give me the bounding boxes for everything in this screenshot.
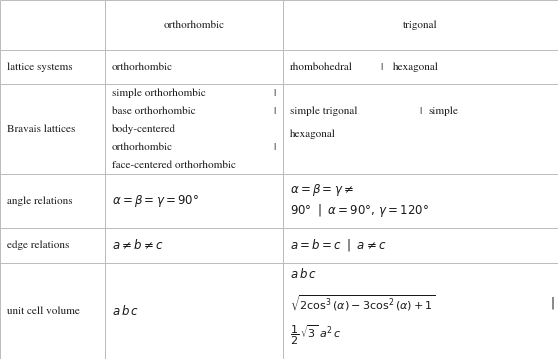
- Text: $a\,b\,c$: $a\,b\,c$: [112, 304, 138, 318]
- Text: lattice systems: lattice systems: [7, 62, 73, 72]
- Text: $\dfrac{1}{2}\,\sqrt{3}\;a^2\,c$: $\dfrac{1}{2}\,\sqrt{3}\;a^2\,c$: [290, 323, 341, 347]
- Text: $|$: $|$: [550, 295, 555, 311]
- Text: orthorhombic: orthorhombic: [112, 143, 172, 152]
- Text: |: |: [380, 62, 382, 72]
- Text: |: |: [273, 107, 276, 116]
- Text: Bravais lattices: Bravais lattices: [7, 125, 75, 134]
- Text: angle relations: angle relations: [7, 196, 73, 206]
- Text: $\alpha = \beta = \gamma = 90\degree$: $\alpha = \beta = \gamma = 90\degree$: [112, 193, 199, 209]
- Text: |: |: [419, 107, 421, 116]
- Text: edge relations: edge relations: [7, 241, 69, 250]
- Text: trigonal: trigonal: [403, 20, 438, 29]
- Text: |: |: [273, 143, 276, 152]
- Text: hexagonal: hexagonal: [393, 62, 439, 72]
- Text: $a\,b\,c$: $a\,b\,c$: [290, 267, 317, 281]
- Text: hexagonal: hexagonal: [290, 129, 336, 139]
- Text: |: |: [273, 89, 276, 98]
- Text: face-centered orthorhombic: face-centered orthorhombic: [112, 160, 235, 170]
- Text: $\alpha = \beta = \gamma \neq$: $\alpha = \beta = \gamma \neq$: [290, 182, 354, 198]
- Text: orthorhombic: orthorhombic: [112, 62, 172, 72]
- Text: body-centered: body-centered: [112, 125, 176, 134]
- Text: simple orthorhombic: simple orthorhombic: [112, 89, 205, 98]
- Text: unit cell volume: unit cell volume: [7, 306, 80, 316]
- Text: simple: simple: [429, 107, 459, 116]
- Text: $a = b = c\;\;|\;\;a \neq c$: $a = b = c\;\;|\;\;a \neq c$: [290, 237, 387, 253]
- Text: $90\degree\;\;|\;\;\alpha = 90\degree,\,\gamma = 120\degree$: $90\degree\;\;|\;\;\alpha = 90\degree,\,…: [290, 202, 429, 219]
- Text: $a \neq b \neq c$: $a \neq b \neq c$: [112, 238, 163, 252]
- Text: base orthorhombic: base orthorhombic: [112, 107, 195, 116]
- Text: rhombohedral: rhombohedral: [290, 62, 353, 72]
- Text: orthorhombic: orthorhombic: [163, 20, 225, 29]
- Text: $\sqrt{2\cos^3(\alpha)-3\cos^2(\alpha)+1}$: $\sqrt{2\cos^3(\alpha)-3\cos^2(\alpha)+1…: [290, 294, 435, 313]
- Text: simple trigonal: simple trigonal: [290, 107, 358, 116]
